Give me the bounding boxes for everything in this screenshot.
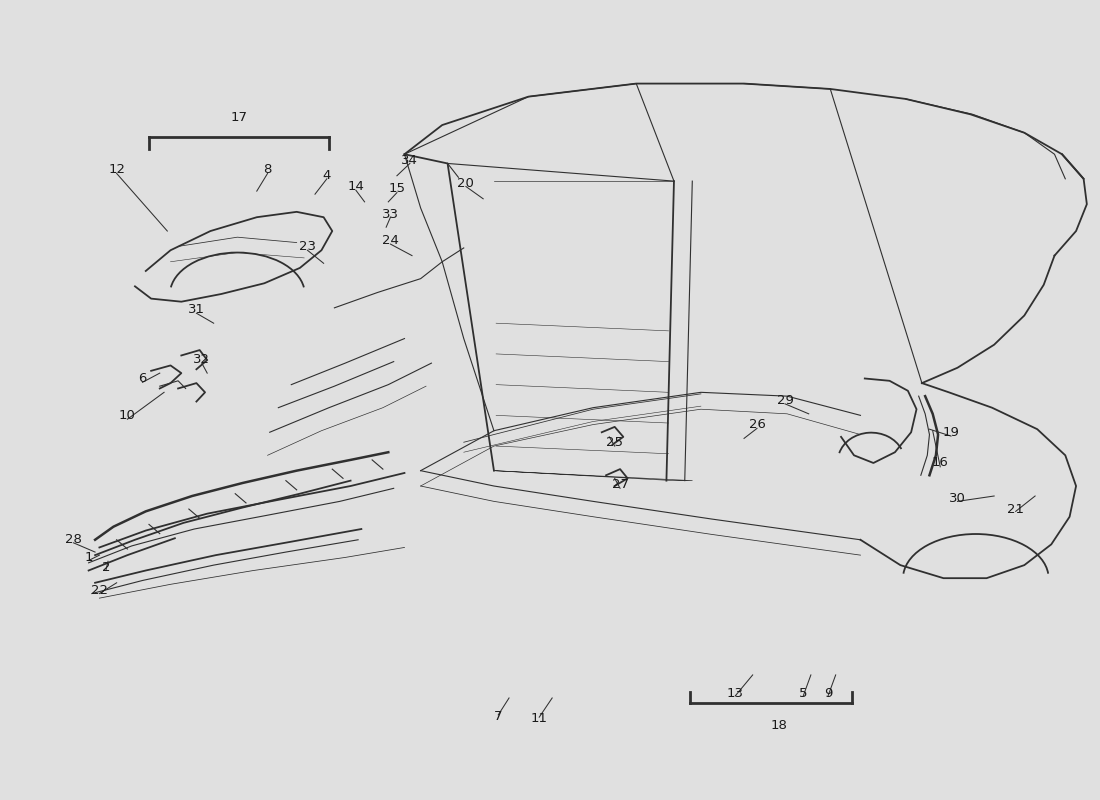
Text: 12: 12 [108, 163, 125, 176]
Text: 7: 7 [494, 710, 503, 723]
Text: 26: 26 [748, 418, 766, 431]
Text: 1: 1 [85, 551, 92, 564]
Text: 27: 27 [612, 478, 628, 491]
Text: 2: 2 [101, 561, 110, 574]
Text: 24: 24 [382, 234, 399, 246]
Text: 30: 30 [949, 492, 966, 505]
Text: 18: 18 [770, 718, 786, 732]
Text: 25: 25 [606, 436, 624, 449]
Text: 21: 21 [1008, 502, 1024, 515]
Text: 14: 14 [348, 180, 364, 193]
Text: 33: 33 [382, 208, 399, 221]
Text: 22: 22 [91, 584, 108, 597]
Text: 4: 4 [322, 170, 331, 182]
Text: 16: 16 [932, 457, 948, 470]
Text: 17: 17 [231, 110, 248, 123]
Text: 6: 6 [139, 372, 146, 385]
Text: 31: 31 [188, 303, 205, 316]
Text: 13: 13 [727, 687, 744, 700]
Text: 20: 20 [458, 177, 474, 190]
Text: 11: 11 [530, 712, 548, 726]
Text: 5: 5 [799, 687, 807, 700]
Text: 23: 23 [299, 240, 316, 253]
Text: 9: 9 [824, 687, 833, 700]
Text: 15: 15 [388, 182, 406, 195]
Text: 19: 19 [943, 426, 959, 438]
Text: 28: 28 [65, 534, 82, 546]
Text: 8: 8 [263, 163, 272, 176]
Text: 34: 34 [402, 154, 418, 167]
Text: 32: 32 [194, 353, 210, 366]
Text: 29: 29 [777, 394, 793, 406]
Text: 10: 10 [119, 409, 136, 422]
